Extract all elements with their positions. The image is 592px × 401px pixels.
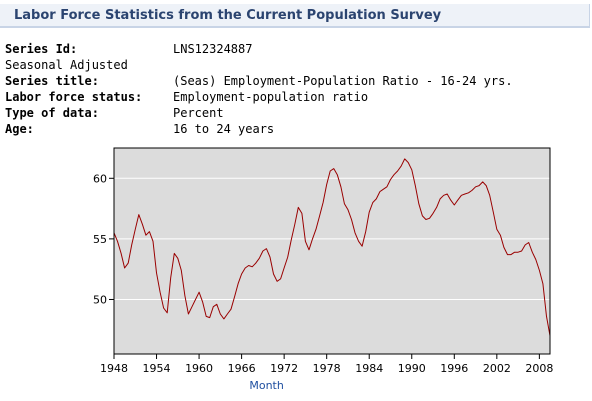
meta-row-seasonal: Seasonal Adjusted: [5, 57, 590, 73]
meta-value: Employment-population ratio: [173, 90, 369, 104]
y-tick-label: 60: [93, 172, 107, 185]
page-title: Labor Force Statistics from the Current …: [14, 8, 442, 23]
x-tick-label: 2002: [483, 362, 511, 375]
meta-value: LNS12324887: [173, 42, 253, 56]
meta-row-age: Age: 16 to 24 years: [5, 121, 590, 137]
x-tick-label: 1978: [313, 362, 341, 375]
meta-value: 16 to 24 years: [173, 122, 275, 136]
plot-background: [114, 148, 550, 354]
x-tick-label: 1960: [185, 362, 213, 375]
meta-label: Age:: [5, 122, 34, 136]
x-tick-label: 1972: [270, 362, 298, 375]
x-axis-ticks: 1948 1954 1960 1966 1972 1978 1984 1990 1996 2002…: [100, 354, 553, 375]
meta-row-type-of-data: Type of data: Percent: [5, 105, 590, 121]
meta-row-series-title: Series title: (Seas) Employment-Populati…: [5, 73, 590, 89]
y-tick-label: 55: [93, 233, 107, 246]
series-line: [113, 158, 551, 336]
x-tick-label: 1990: [398, 362, 426, 375]
x-tick-label: 1948: [100, 362, 128, 375]
series-metadata: Series Id: LNS12324887 Seasonal Adjusted…: [5, 41, 590, 137]
meta-row-series-id: Series Id: LNS12324887: [5, 41, 590, 57]
page-header: Labor Force Statistics from the Current …: [0, 4, 590, 28]
series-layer: [113, 158, 551, 336]
grid-lines: [114, 177, 550, 300]
x-tick-label: 1984: [355, 362, 383, 375]
x-tick-label: 1954: [143, 362, 171, 375]
meta-label: Type of data:: [5, 106, 99, 120]
meta-value: (Seas) Employment-Population Ratio - 16-…: [173, 74, 513, 88]
meta-label: Series Id:: [5, 42, 78, 56]
employment-ratio-chart: 1948 1954 1960 1966 1972 1978 1984 1990 1996 2002…: [93, 147, 553, 392]
plot-border: [113, 147, 551, 355]
axes-layer: [113, 147, 551, 355]
meta-value: Percent: [173, 106, 224, 120]
meta-label: Series title:: [5, 74, 99, 88]
x-tick-label: 2008: [525, 362, 553, 375]
meta-label: Labor force status:: [5, 90, 143, 104]
meta-row-labor-force-status: Labor force status: Employment-populatio…: [5, 89, 590, 105]
y-tick-label: 50: [93, 293, 107, 306]
meta-label: Seasonal Adjusted: [5, 58, 128, 72]
plot-area: [114, 148, 550, 354]
y-axis-ticks: 50 55 60: [93, 172, 114, 306]
x-tick-label: 1966: [228, 362, 256, 375]
x-axis-title: Month: [249, 379, 284, 392]
x-tick-label: 1996: [440, 362, 468, 375]
